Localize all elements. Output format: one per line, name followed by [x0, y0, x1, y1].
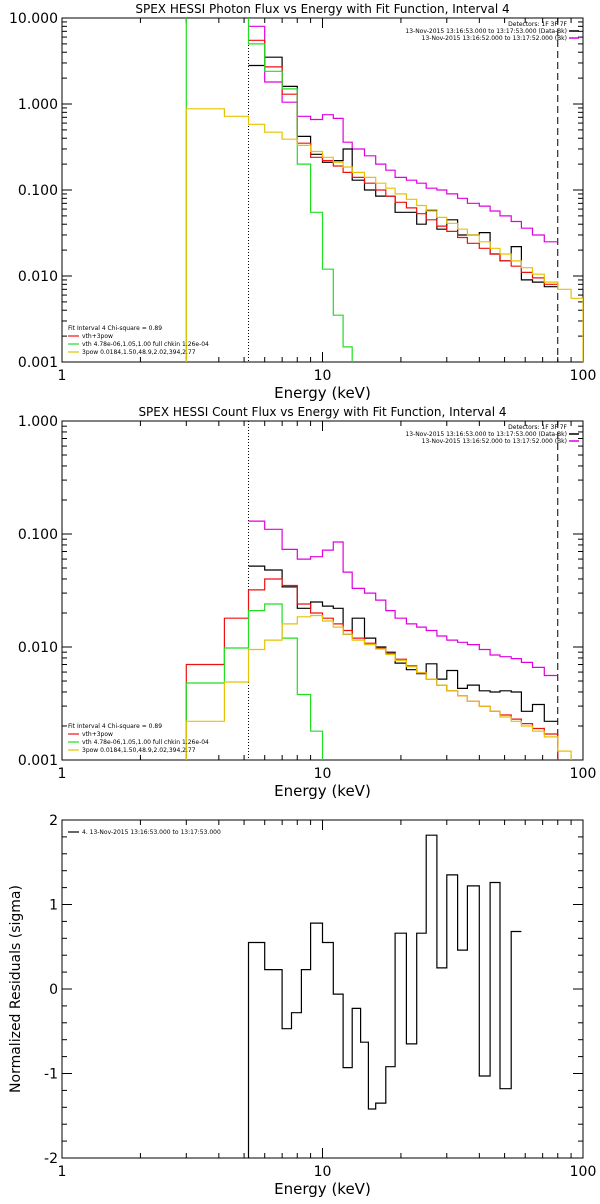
- y-tick-label: -2: [44, 1151, 58, 1167]
- chart-residuals: 1 10 100 Energy (keV) -2 -1 0 1 2 Normalized Resi…: [8, 813, 596, 1198]
- chart-count: SPEX HESSI Count Flux vs Energy with Fit…: [18, 405, 596, 800]
- y-tick-label: 1.000: [18, 414, 58, 430]
- y-axis-label: Normalized Residuals (sigma): [8, 885, 24, 1093]
- legend-label: Fit Interval 4 Chi-square = 0.89: [68, 723, 162, 730]
- y-tick-label: 0.001: [18, 753, 58, 769]
- chart-title: SPEX HESSI Count Flux vs Energy with Fit…: [138, 405, 506, 419]
- chart-photon: SPEX HESSI Photon Flux vs Energy with Fi…: [9, 2, 597, 402]
- y-tick-label: -1: [44, 1067, 58, 1083]
- legend-label: Fit Interval 4 Chi-square = 0.89: [68, 325, 162, 332]
- y-tick-label: 0.010: [18, 269, 58, 285]
- series-red-step-line: [248, 39, 558, 285]
- y-tick-label: 2: [49, 813, 58, 829]
- header-line: Detectors: 1F 3F 7F: [508, 21, 567, 28]
- x-tick-label: 1: [58, 368, 67, 384]
- series-magenta-step-line: [248, 520, 558, 677]
- header-line: 13-Nov-2015 13:16:53.000 to 13:17:53.000…: [405, 431, 567, 438]
- y-tick-label: 0.010: [18, 640, 58, 656]
- x-tick-label: 100: [570, 766, 597, 782]
- plot-frame: [61, 420, 584, 761]
- y-tick-label: 0.001: [18, 355, 58, 371]
- legend-label: vth 4.78e-06,1.05,1.00 full chkin 1.26e-…: [82, 739, 209, 746]
- y-tick-label: 0: [49, 982, 58, 998]
- plot-area: [185, 18, 583, 362]
- plot-frame: [61, 819, 584, 1159]
- legend-label: 3pow 0.0184,1.50,48.9,2.02,394,2.77: [82, 349, 196, 356]
- x-tick-label: 1: [58, 1164, 67, 1180]
- x-tick-label: 10: [314, 766, 332, 782]
- series-green-step-line: [185, 603, 324, 760]
- legend-label: vth 4.78e-06,1.05,1.00 full chkin 1.26e-…: [82, 341, 209, 348]
- series-yellow-step-line: [185, 614, 572, 760]
- x-tick-label: 100: [570, 1164, 597, 1180]
- x-axis-label: Energy (keV): [274, 782, 371, 800]
- series-green-step-line: [185, 18, 353, 362]
- x-tick-label: 1: [58, 766, 67, 782]
- series-black-step-line: [248, 565, 558, 722]
- series-yellow-step-line: [185, 108, 583, 362]
- header-line: Detectors: 1F 3F 7F: [508, 424, 567, 431]
- series-red-step-line: [185, 578, 559, 760]
- plot-area: [247, 834, 522, 1158]
- series-black-step-line: [248, 56, 558, 288]
- y-tick-label: 0.100: [18, 527, 58, 543]
- legend-label: 3pow 0.0184,1.50,48.9,2.02,394,2.77: [82, 747, 196, 754]
- header-line: 13-Nov-2015 13:16:52.000 to 13:17:52.000…: [422, 35, 567, 42]
- plot-area: [185, 520, 572, 760]
- legend-label: vth+3pow: [82, 731, 113, 738]
- y-tick-label: 0.100: [18, 183, 58, 199]
- y-tick-label: 1.000: [18, 97, 58, 113]
- plot-frame: [61, 17, 584, 363]
- series-magenta-step-line: [248, 25, 558, 243]
- x-tick-label: 10: [314, 1164, 332, 1180]
- y-tick-label: 1: [49, 898, 58, 914]
- header-line: 13-Nov-2015 13:16:53.000 to 13:17:53.000…: [405, 28, 567, 35]
- chart-title: SPEX HESSI Photon Flux vs Energy with Fi…: [135, 2, 509, 16]
- x-axis-label: Energy (keV): [274, 384, 371, 402]
- series-black-step-line: [247, 834, 522, 1158]
- legend-label: vth+3pow: [82, 333, 113, 340]
- y-tick-label: 10.000: [9, 11, 58, 27]
- legend-label: 4. 13-Nov-2015 13:16:53.000 to 13:17:53.…: [82, 829, 221, 836]
- x-axis-label: Energy (keV): [274, 1180, 371, 1198]
- header-line: 13-Nov-2015 13:16:52.000 to 13:17:52.000…: [422, 438, 567, 445]
- x-tick-label: 10: [314, 368, 332, 384]
- x-tick-label: 100: [570, 368, 597, 384]
